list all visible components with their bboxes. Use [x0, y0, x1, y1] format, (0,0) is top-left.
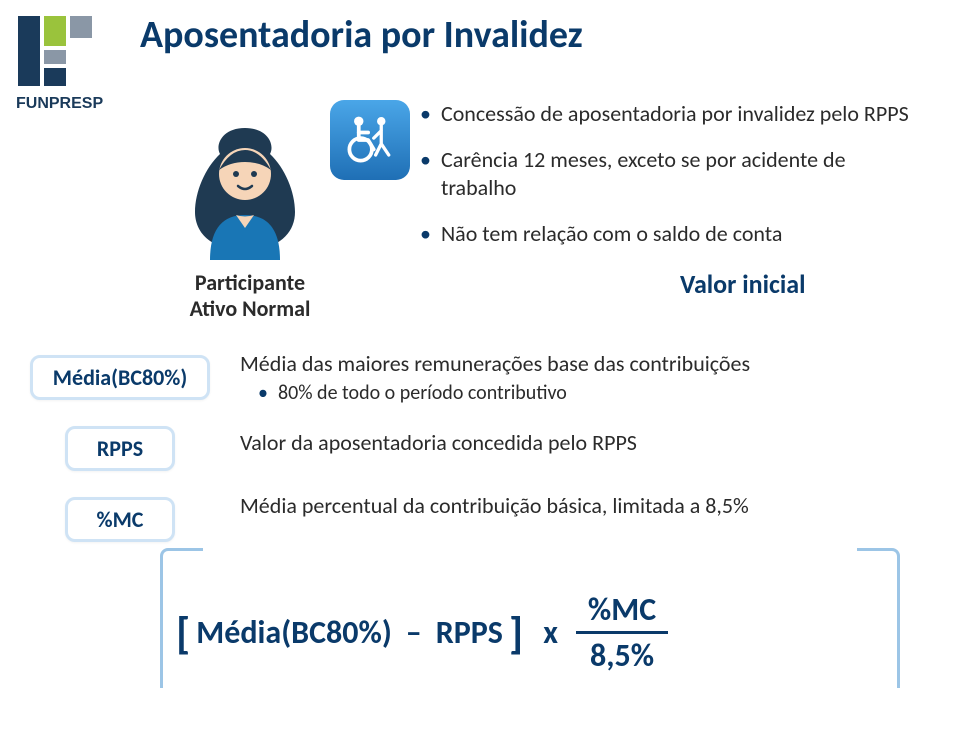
- definition-pills-column: Média(BC80%) RPPS %MC: [30, 355, 210, 542]
- pill-rpps: RPPS: [65, 426, 175, 471]
- bullet-item: • Concessão de aposentadoria por invalid…: [420, 100, 920, 128]
- bullet-dot-icon: •: [420, 146, 431, 174]
- pill-media-bc80: Média(BC80%): [30, 355, 210, 400]
- formula-times: x: [543, 613, 558, 652]
- svg-text:FUNPRESP: FUNPRESP: [16, 95, 103, 112]
- formula: [ Média(BC80%) – RPPS ] x %MC 8,5%: [170, 590, 668, 675]
- pill-mc: %MC: [65, 497, 175, 542]
- page-title: Aposentadoria por Invalidez: [140, 12, 583, 58]
- bullet-text: Carência 12 meses, exceto se por acident…: [441, 146, 920, 202]
- def-media-sub: 80% de todo o período contributivo: [278, 381, 567, 405]
- formula-close-bracket: ]: [509, 611, 523, 655]
- participant-label-line2: Ativo Normal: [190, 295, 311, 322]
- def-media-sub-row: • 80% de todo o período contributivo: [240, 381, 890, 405]
- formula-open-bracket: [: [176, 611, 190, 655]
- formula-fraction: %MC 8,5%: [576, 590, 668, 675]
- def-media: Média das maiores remunerações base das …: [240, 350, 890, 405]
- formula-term1: Média(BC80%): [196, 613, 391, 652]
- bullet-text: Não tem relação com o saldo de conta: [441, 220, 782, 248]
- formula-frac-bottom: 8,5%: [578, 634, 666, 675]
- definitions-column: Média das maiores remunerações base das …: [240, 350, 890, 519]
- bullet-item: • Carência 12 meses, exceto se por acide…: [420, 146, 920, 202]
- bullet-list: • Concessão de aposentadoria por invalid…: [420, 100, 920, 266]
- disability-wheelchair-icon: [330, 100, 410, 180]
- woman-avatar-icon: [170, 120, 320, 270]
- bullet-dot-icon: •: [420, 100, 431, 128]
- participant-label-line1: Participante: [195, 269, 305, 296]
- bullet-text: Concessão de aposentadoria por invalidez…: [441, 100, 909, 128]
- def-rpps: Valor da aposentadoria concedida pelo RP…: [240, 429, 890, 456]
- bullet-dot-icon: •: [258, 381, 268, 405]
- formula-term2: RPPS: [436, 613, 503, 652]
- funpresp-logo: FUNPRESP: [8, 8, 118, 118]
- bullet-item: • Não tem relação com o saldo de conta: [420, 220, 920, 248]
- def-media-main: Média das maiores remunerações base das …: [240, 350, 750, 377]
- formula-frac-top: %MC: [576, 590, 668, 631]
- valor-inicial-heading: Valor inicial: [680, 268, 805, 300]
- participant-type-label: Participante Ativo Normal: [170, 270, 330, 322]
- formula-minus: –: [406, 613, 422, 652]
- bullet-dot-icon: •: [420, 220, 431, 248]
- def-mc: Média percentual da contribuição básica,…: [240, 492, 890, 519]
